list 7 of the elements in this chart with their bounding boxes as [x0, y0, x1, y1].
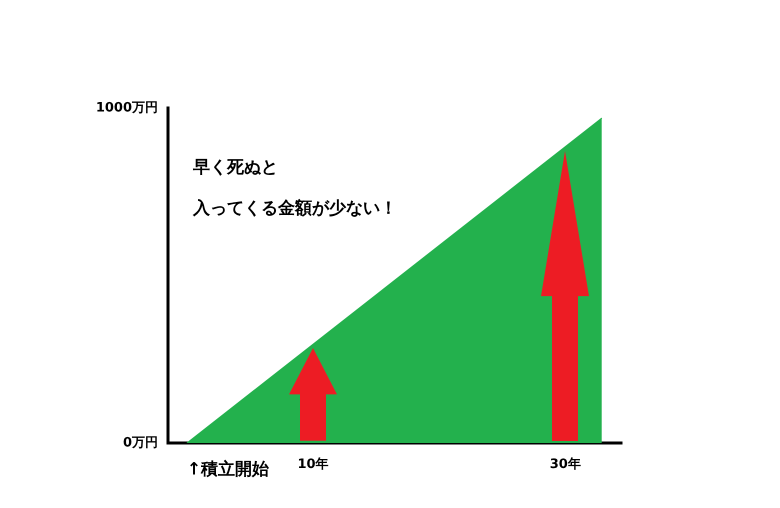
annotation: ↑積立開始 — [186, 459, 270, 480]
annotation: 早く死ぬと — [192, 157, 278, 178]
annotation: 入ってくる金額が少ない！ — [192, 198, 397, 218]
x-tick-label: 10年 — [297, 457, 329, 472]
y-tick-label: 1000万円 — [96, 100, 158, 116]
y-tick-label: 0万円 — [122, 435, 158, 450]
x-tick-label: 30年 — [550, 457, 581, 472]
